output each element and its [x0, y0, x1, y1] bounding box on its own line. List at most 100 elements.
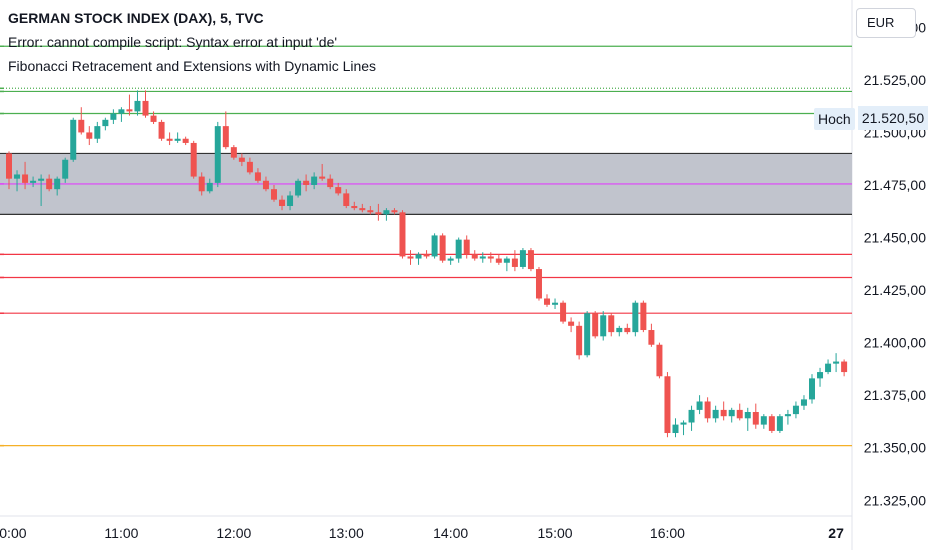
- candle: [311, 172, 318, 190]
- candle-body: [38, 178, 45, 181]
- candle: [817, 367, 824, 387]
- candle: [439, 233, 446, 263]
- candle-body: [230, 147, 237, 158]
- candle-body: [841, 361, 848, 373]
- candle: [471, 250, 478, 261]
- candle: [30, 176, 37, 188]
- candle-body: [503, 258, 510, 263]
- chart-legend: GERMAN STOCK INDEX (DAX), 5, TVC Error: …: [8, 6, 376, 78]
- candle-body: [833, 361, 840, 364]
- candle-body: [174, 138, 181, 141]
- candle: [102, 117, 109, 131]
- candle: [760, 414, 767, 429]
- candle-body: [238, 157, 245, 162]
- high-price-tag: 21.520,50: [858, 106, 928, 130]
- candle: [600, 311, 607, 341]
- candle: [367, 206, 374, 215]
- candle: [776, 414, 783, 434]
- candle-body: [688, 409, 695, 423]
- candle: [768, 414, 775, 434]
- candle-body: [487, 256, 494, 259]
- candle-body: [94, 126, 101, 139]
- y-tick-label: 21.475,00: [864, 177, 926, 193]
- candle-body: [311, 176, 318, 185]
- candle: [544, 294, 551, 307]
- candle-body: [696, 401, 703, 410]
- candle-body: [431, 235, 438, 257]
- candle-body: [656, 344, 663, 377]
- candle: [527, 248, 534, 272]
- candle: [648, 323, 655, 347]
- candle-body: [744, 412, 751, 419]
- candle: [198, 172, 205, 196]
- x-tick-label: 10:00: [0, 525, 27, 541]
- candle: [752, 403, 759, 429]
- candle: [616, 325, 623, 337]
- candle-body: [22, 174, 29, 183]
- candle: [407, 250, 414, 265]
- candle: [126, 94, 133, 116]
- candle: [287, 191, 294, 211]
- indicator-name[interactable]: Fibonacci Retracement and Extensions wit…: [8, 58, 377, 74]
- candle: [728, 407, 735, 423]
- candle-body: [784, 414, 791, 417]
- candle: [479, 252, 486, 263]
- candle: [560, 300, 567, 324]
- candle-body: [776, 416, 783, 431]
- candle: [38, 174, 45, 206]
- candle: [680, 420, 687, 436]
- candle: [391, 208, 398, 215]
- candle-body: [150, 115, 157, 122]
- candle: [303, 174, 310, 192]
- x-tick-label: 27: [828, 525, 844, 541]
- candle: [624, 323, 631, 335]
- candle: [447, 256, 454, 265]
- candle-body: [584, 313, 591, 356]
- candle: [262, 176, 269, 192]
- candle: [576, 321, 583, 360]
- candle: [825, 359, 832, 375]
- candle: [238, 153, 245, 167]
- candle: [672, 418, 679, 438]
- candle: [431, 233, 438, 259]
- candle-body: [608, 315, 615, 333]
- candle-body: [14, 174, 21, 179]
- candle: [375, 203, 382, 221]
- candle-body: [78, 119, 85, 133]
- candle-body: [303, 180, 310, 185]
- candle-body: [817, 372, 824, 379]
- candle-body: [367, 210, 374, 213]
- symbol-title[interactable]: GERMAN STOCK INDEX (DAX), 5, TVC: [8, 10, 264, 26]
- candle: [254, 168, 261, 183]
- y-tick-label: 21.325,00: [864, 492, 926, 508]
- candle-body: [576, 325, 583, 356]
- candle-body: [279, 199, 286, 206]
- candle-body: [423, 254, 430, 257]
- candle: [94, 121, 101, 143]
- candle: [319, 163, 326, 181]
- candle-body: [568, 321, 575, 326]
- candle-body: [648, 330, 655, 345]
- currency-button[interactable]: EUR: [856, 8, 916, 38]
- candle: [696, 395, 703, 415]
- candle-body: [214, 126, 221, 183]
- candle: [14, 170, 21, 192]
- x-tick-label: 15:00: [538, 525, 573, 541]
- candle: [142, 90, 149, 118]
- candle-body: [383, 210, 390, 215]
- candle-body: [62, 159, 69, 179]
- candle-body: [359, 208, 366, 211]
- candle-body: [287, 195, 294, 206]
- candle: [22, 161, 29, 190]
- candle-body: [270, 189, 277, 200]
- candle: [463, 235, 470, 259]
- candle: [640, 300, 647, 333]
- candle-body: [736, 409, 743, 419]
- candle: [150, 111, 157, 125]
- candle: [688, 405, 695, 431]
- x-tick-label: 16:00: [650, 525, 685, 541]
- candle-body: [190, 142, 197, 177]
- candle: [423, 250, 430, 259]
- candle: [6, 151, 12, 190]
